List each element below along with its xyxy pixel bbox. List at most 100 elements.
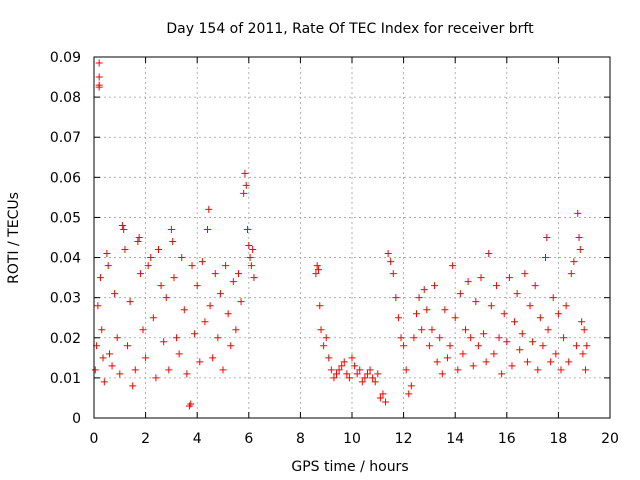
data-point	[570, 258, 578, 266]
data-point	[348, 354, 356, 362]
data-point	[134, 238, 142, 246]
data-point	[165, 366, 173, 374]
data-point	[526, 302, 534, 310]
data-point	[516, 346, 524, 354]
data-point	[523, 358, 531, 366]
data-point	[402, 366, 410, 374]
data-point	[583, 342, 591, 350]
data-point	[157, 282, 165, 290]
data-points	[91, 59, 591, 410]
data-point	[374, 370, 382, 378]
data-point	[492, 282, 500, 290]
y-tick-label: 0.05	[50, 210, 81, 226]
data-point	[204, 225, 212, 233]
data-point	[187, 400, 195, 408]
data-point	[169, 238, 177, 246]
data-point	[371, 378, 379, 386]
data-point	[214, 334, 222, 342]
data-point	[330, 374, 338, 382]
data-point	[131, 366, 139, 374]
data-point	[193, 282, 201, 290]
data-point	[575, 234, 583, 241]
data-point	[108, 362, 116, 370]
data-point	[392, 294, 400, 302]
data-point	[124, 342, 132, 350]
data-point	[572, 342, 580, 350]
data-point	[503, 338, 511, 346]
data-point	[495, 334, 503, 342]
data-point	[384, 250, 392, 258]
data-point	[446, 342, 454, 350]
data-point	[224, 310, 232, 318]
data-point	[205, 205, 213, 213]
data-point	[345, 374, 353, 382]
data-point	[423, 306, 431, 314]
x-tick-label: 16	[498, 431, 516, 447]
data-point	[498, 370, 506, 378]
y-tick-label: 0.07	[50, 130, 81, 146]
y-tick-labels: 0 0.01 0.02 0.03 0.04 0.05 0.06 0.07 0.08 0.09	[50, 50, 81, 427]
data-point	[240, 189, 248, 197]
data-point	[170, 274, 178, 282]
data-point	[536, 314, 544, 322]
data-point	[464, 278, 472, 286]
y-tick-label: 0.01	[50, 371, 81, 387]
data-point	[518, 330, 526, 338]
data-point	[95, 73, 103, 81]
data-point	[353, 370, 361, 378]
data-point	[539, 342, 547, 350]
data-point	[394, 314, 402, 322]
data-point	[389, 270, 397, 278]
data-point	[135, 234, 143, 241]
data-point	[567, 270, 575, 278]
data-point	[474, 342, 482, 350]
data-point	[431, 282, 439, 290]
data-point	[425, 342, 433, 350]
data-point	[529, 338, 537, 346]
x-axis-label: GPS time / hours	[291, 459, 408, 475]
y-tick-label: 0.04	[50, 251, 81, 267]
data-point	[500, 310, 508, 318]
data-point	[338, 362, 346, 370]
data-point	[111, 290, 119, 298]
data-point	[155, 246, 162, 254]
data-point	[351, 362, 359, 370]
x-tick-label: 8	[296, 431, 305, 447]
data-point	[456, 290, 464, 298]
data-point	[356, 366, 364, 374]
data-point	[139, 326, 147, 334]
y-tick-label: 0.03	[50, 291, 81, 307]
data-point	[576, 246, 584, 254]
data-point	[173, 334, 181, 342]
data-point	[104, 262, 112, 270]
data-point	[105, 350, 113, 358]
data-point	[99, 354, 107, 362]
data-point	[413, 310, 420, 318]
x-tick-labels: 0 2 4 6 8 10 12 14 16 18 20	[90, 431, 619, 447]
data-point	[316, 302, 324, 310]
data-point	[118, 221, 126, 229]
data-point	[543, 234, 551, 241]
data-point	[335, 366, 343, 374]
data-point	[480, 330, 488, 338]
data-point	[580, 326, 588, 334]
data-point	[397, 334, 405, 342]
data-point	[216, 290, 224, 298]
data-point	[245, 242, 253, 250]
data-point	[91, 366, 99, 374]
data-point	[113, 334, 121, 342]
x-tick-label: 12	[395, 431, 413, 447]
data-point	[147, 254, 155, 262]
data-point	[459, 350, 467, 358]
data-point	[327, 366, 335, 374]
y-tick-label: 0.06	[50, 170, 81, 186]
data-point	[142, 354, 150, 362]
data-point	[441, 306, 449, 314]
data-point	[358, 378, 366, 386]
data-point	[320, 342, 328, 350]
data-point	[162, 294, 170, 302]
x-tick-label: 14	[446, 431, 464, 447]
data-point	[487, 302, 495, 310]
data-point	[544, 326, 552, 334]
